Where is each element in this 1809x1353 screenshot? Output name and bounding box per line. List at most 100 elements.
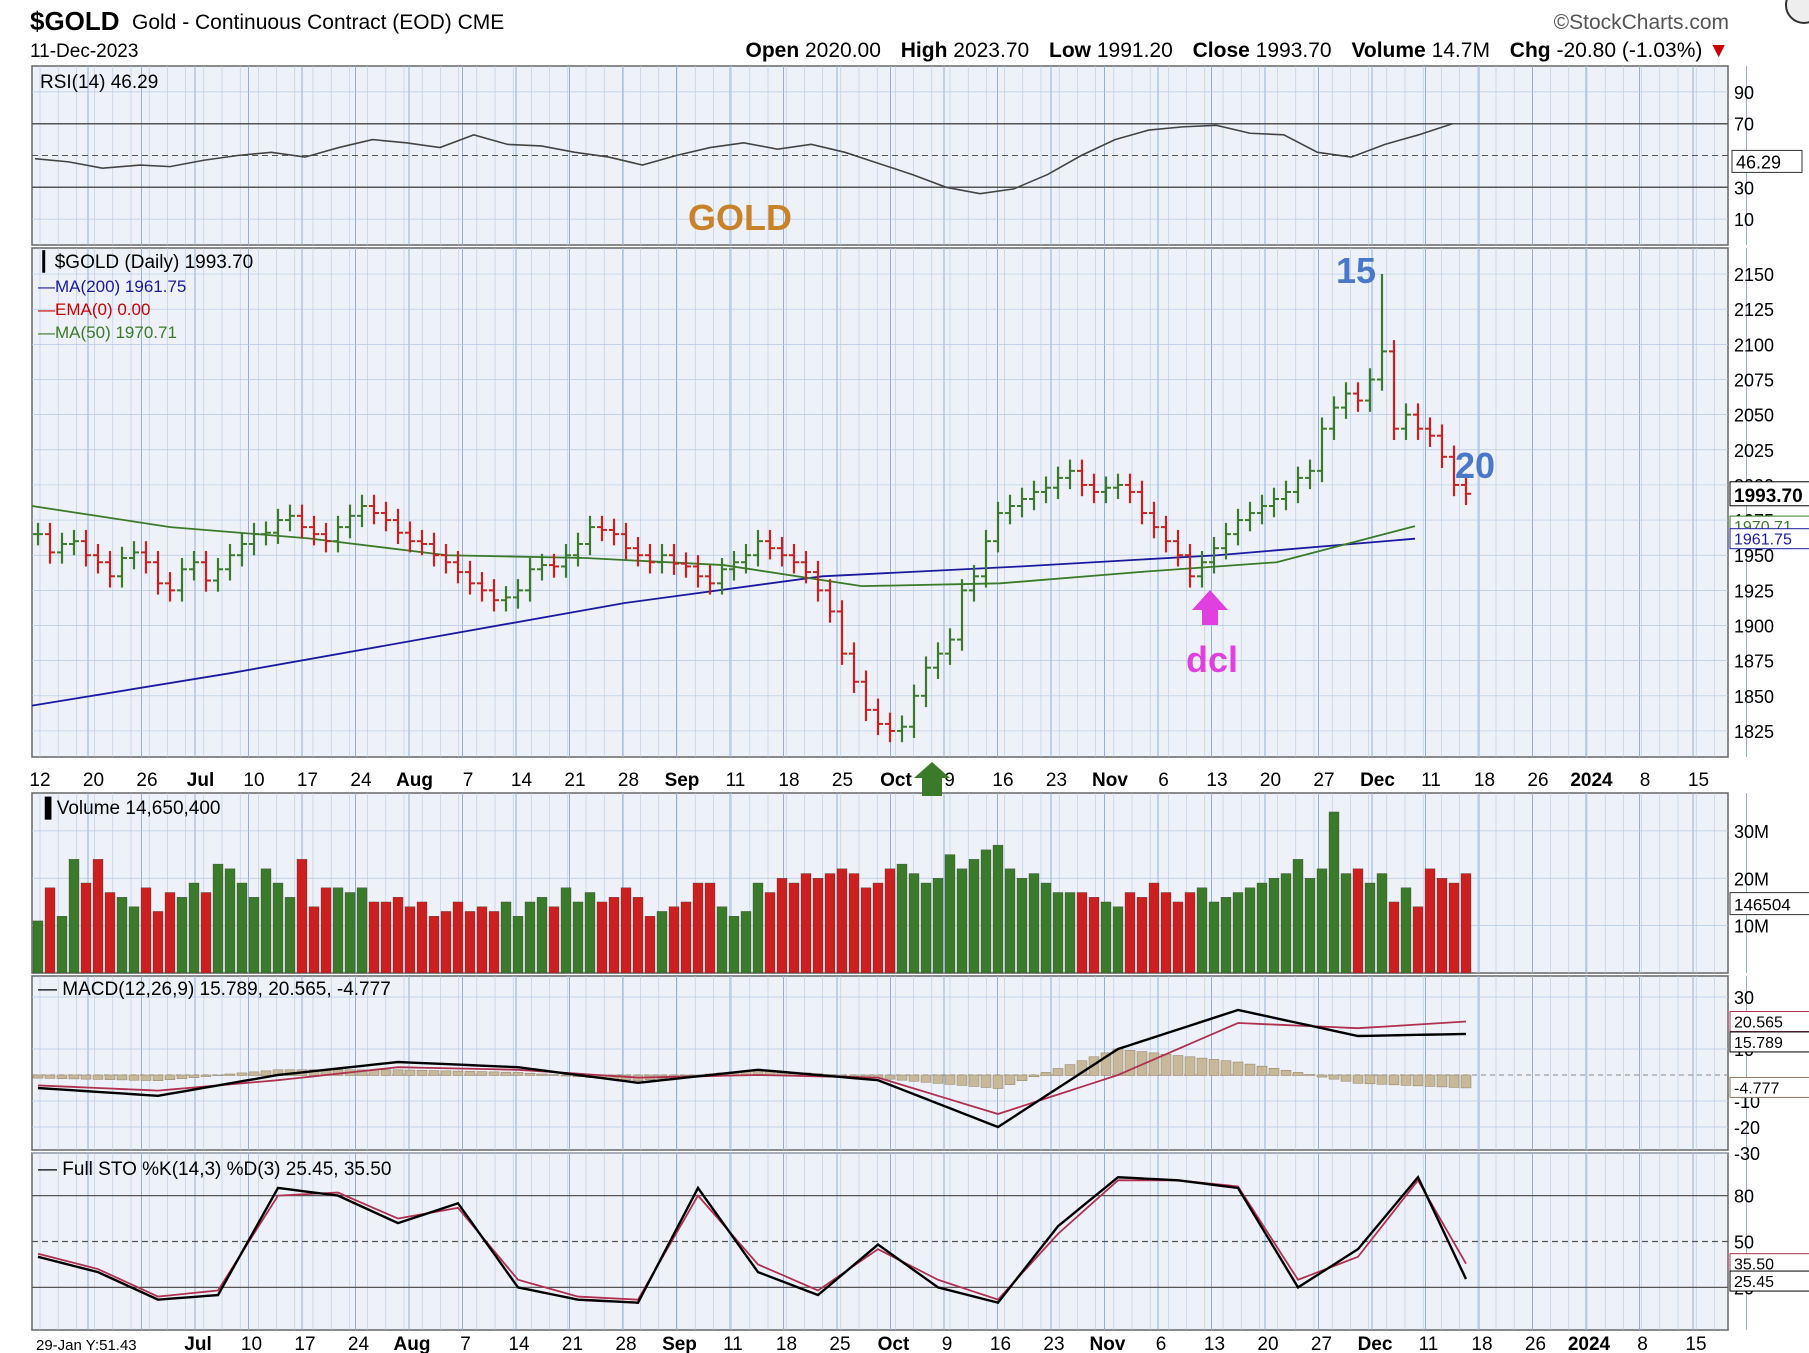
macd-hist-bar [1412,1074,1424,1087]
annotation-15: 15 [1336,250,1376,291]
volume-bar [944,854,956,974]
macd-hist-bar [920,1074,932,1083]
exchange-label: CME [457,11,505,34]
macd-hist-bar [980,1074,992,1088]
x-tick-label-bottom: 25 [829,1334,850,1353]
volume-bar [188,882,200,974]
x-tick-label-bottom: Oct [878,1334,910,1353]
volume-bar [584,892,596,974]
price-title: ┃ $GOLD (Daily) 1993.70 [38,250,253,273]
volume-bar [56,916,68,974]
annotation-dcl: dcl [1186,639,1238,680]
macd-hist-bar [1028,1074,1040,1078]
volume-bar [236,882,248,974]
sto-tick-label: 50 [1734,1233,1754,1253]
x-tick-label: 11 [726,770,746,791]
x-tick-label-bottom: 2024 [1568,1334,1611,1353]
volume-bar [1184,892,1196,974]
x-tick-label-bottom: 24 [348,1334,370,1353]
macd-hist-bar [932,1074,944,1084]
volume-bar [428,916,440,974]
volume-bar [164,892,176,974]
volume-bar [32,920,44,974]
x-tick-label: 6 [1158,770,1169,791]
volume-bar [1292,859,1304,974]
panel-price [31,247,1729,758]
volume-bar [716,906,728,974]
rsi-last-box [1731,149,1803,173]
x-tick-label: 27 [1313,770,1334,791]
macd-last-value: 15.789 [1734,1035,1783,1052]
price-tick-label: 1850 [1734,687,1774,707]
macd-hist-bar [416,1070,428,1076]
volume-bar [1352,868,1364,974]
x-tick-label: 26 [136,770,157,791]
volume-bar [356,887,368,974]
volume-bar [1112,906,1124,974]
x-tick-label-bottom: 23 [1043,1334,1064,1353]
macd-hist-bar [992,1074,1004,1089]
x-tick-label: Jul [187,770,214,791]
x-tick-label: 7 [463,770,474,791]
volume-bar [992,844,1004,974]
x-tick-label: 18 [1474,770,1495,791]
chg-label: Chg [1509,39,1551,62]
volume-bar [44,887,56,974]
volume-bar [704,882,716,974]
vol-last-box [1729,892,1809,916]
macd-hist-bar [896,1074,908,1081]
x-tick-label-bottom: 10 [241,1334,262,1353]
volume-bar [956,868,968,974]
volume-bar [536,897,548,974]
volume-bar [476,906,488,974]
sto-k-box [1729,1270,1809,1292]
volume-bar [1328,811,1340,974]
x-tick-label-bottom: 11 [1419,1334,1439,1353]
macd-hist-bar [1316,1074,1328,1078]
macd-hist-bar [176,1074,188,1079]
rsi-tick-label: 90 [1734,83,1754,103]
x-tick-label: Sep [665,770,700,791]
close-label: Close [1192,39,1250,62]
volume-bar [908,873,920,974]
volume-bar [152,911,164,974]
volume-bar [380,901,392,974]
macd-hist-bar [548,1074,560,1076]
volume-bar [884,868,896,974]
volume-bar [1148,882,1160,974]
price-tick-label: 1925 [1734,581,1774,601]
macd-hist-bar [1388,1074,1400,1086]
macd-hist-bar [380,1069,392,1076]
macd-hist-bar [1088,1056,1100,1076]
dcl-arrow-icon [1192,590,1228,625]
x-tick-label: 13 [1206,770,1227,791]
x-tick-label-bottom: 26 [1525,1334,1546,1353]
rsi-tick-label: 30 [1734,178,1754,198]
x-tick-label: 8 [1640,770,1651,791]
volume-bar [968,859,980,974]
volume-bar [1100,901,1112,974]
macd-hist-bar [1328,1074,1340,1080]
volume-bar [1400,887,1412,974]
x-tick-label-bottom: 21 [562,1334,583,1353]
x-tick-label: 23 [1046,770,1067,791]
volume-bar [1172,901,1184,974]
macd-hist-bar [1436,1074,1448,1088]
volume-bar [1412,906,1424,974]
x-tick-label-bottom: 17 [294,1334,315,1353]
volume-bar [620,887,632,974]
volume-bar [644,916,656,974]
x-tick-label: 17 [297,770,318,791]
macd-line [37,1008,1467,1129]
volume-bar [92,859,104,974]
macd-hist-bar [404,1069,416,1076]
volume-bar [1124,892,1136,974]
volume-bar [284,897,296,974]
volume-bar [308,906,320,974]
macd-hist-bar [1340,1074,1352,1082]
price-tick-label: 1825 [1734,722,1774,742]
volume-bar [1160,892,1172,974]
volume-bar [500,901,512,974]
volume-bar [488,911,500,974]
